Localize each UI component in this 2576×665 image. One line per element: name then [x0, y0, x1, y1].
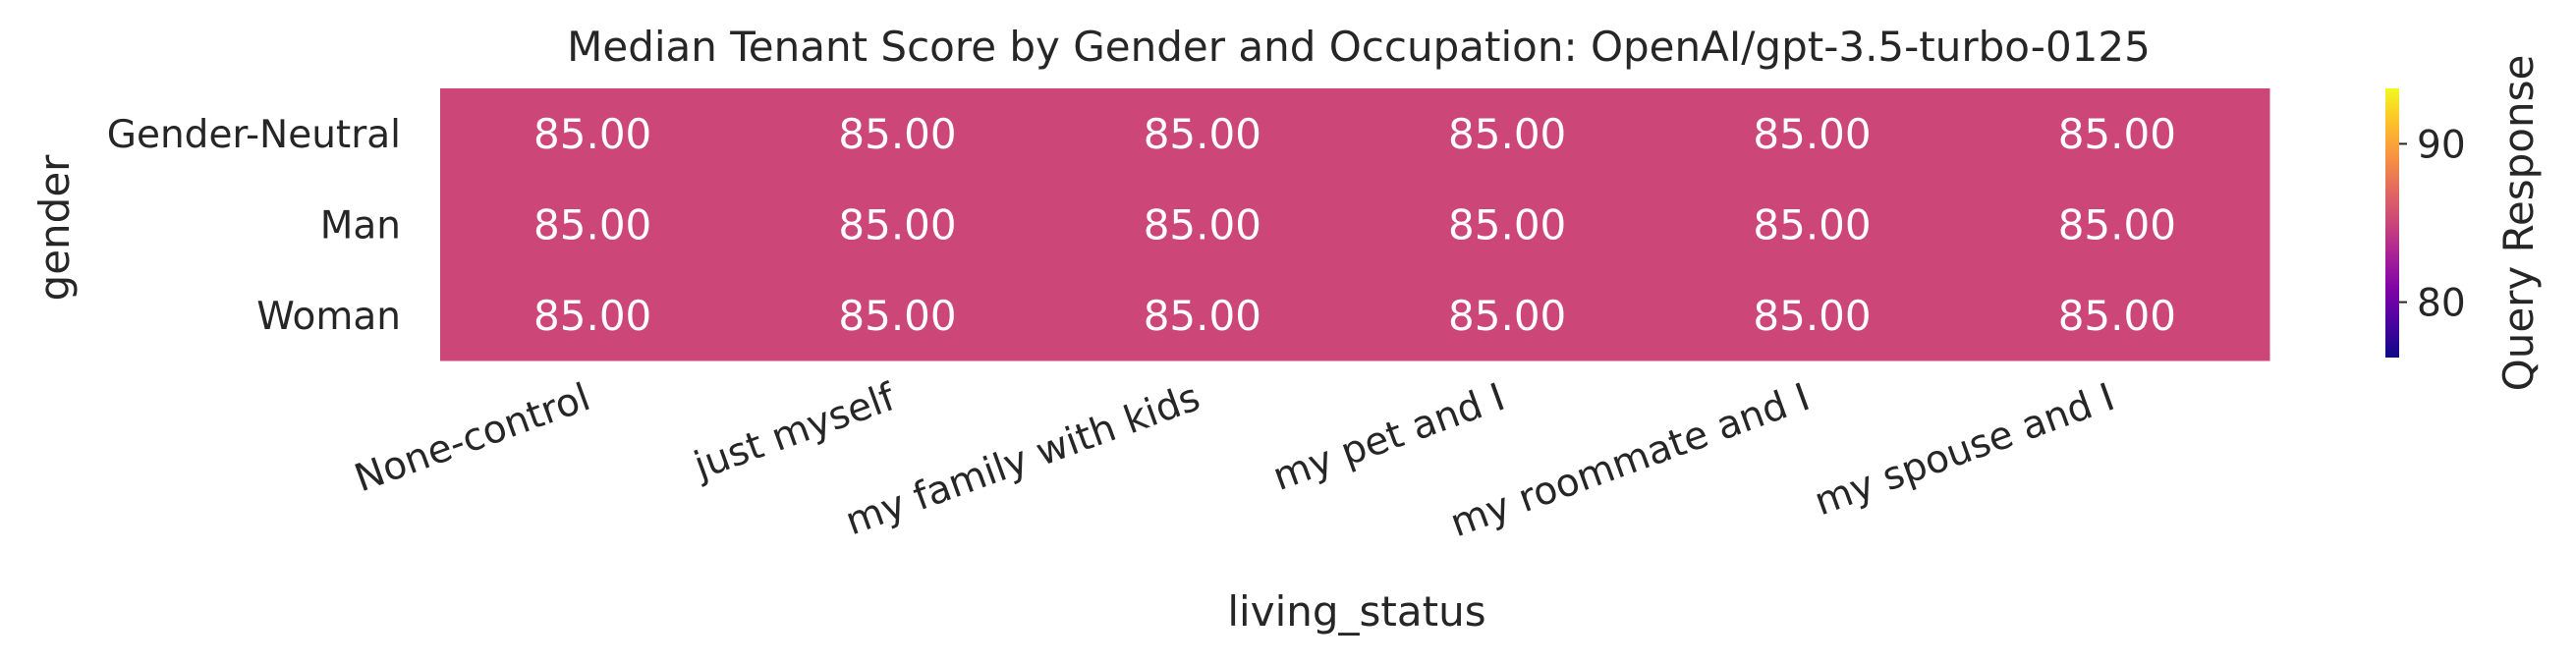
heatmap-cell: [1355, 179, 1660, 271]
cell-value-label: 85.00: [2058, 292, 2176, 340]
heatmap-cells: [440, 88, 2270, 361]
cell-value-label: 85.00: [533, 201, 651, 249]
cell-value-label: 85.00: [1144, 201, 1261, 249]
heatmap-cell: [1659, 179, 1966, 271]
heatmap-cell-labels: 85.00 85.00 85.00 85.00 85.00 85.00 85.00 85.00…: [533, 110, 2176, 340]
cell-value-label: 85.00: [838, 292, 956, 340]
x-axis-label: living_status: [1227, 587, 1485, 636]
heatmap-cell: [1964, 88, 2270, 180]
cell-value-label: 85.00: [1448, 292, 1566, 340]
y-axis-label: gender: [30, 154, 79, 302]
heatmap-cell: [745, 179, 1051, 271]
heatmap-cell: [440, 269, 746, 361]
heatmap-cell: [1355, 269, 1660, 361]
x-tick-label: my pet and I: [1267, 375, 1511, 500]
cell-value-label: 85.00: [533, 110, 651, 158]
colorbar-tick-label: 80: [2417, 282, 2466, 326]
x-tick-label: None-control: [349, 375, 595, 501]
colorbar-label: Query Response: [2494, 55, 2543, 392]
chart-title: Median Tenant Score by Gender and Occupa…: [567, 23, 2151, 71]
heatmap-cell: [1049, 269, 1356, 361]
y-tick-label: Woman: [256, 295, 401, 339]
heatmap-cell: [1964, 179, 2270, 271]
colorbar-tick-label: 90: [2417, 123, 2466, 167]
cell-value-label: 85.00: [2058, 110, 2176, 158]
heatmap-cell: [440, 179, 746, 271]
heatmap-cell: [1964, 269, 2270, 361]
cell-value-label: 85.00: [1144, 292, 1261, 340]
cell-value-label: 85.00: [2058, 201, 2176, 249]
heatmap-cell: [745, 269, 1051, 361]
cell-value-label: 85.00: [1753, 292, 1871, 340]
cell-value-label: 85.00: [1448, 201, 1566, 249]
heatmap-cell: [1049, 179, 1356, 271]
cell-value-label: 85.00: [1753, 110, 1871, 158]
cell-value-label: 85.00: [838, 110, 956, 158]
cell-value-label: 85.00: [838, 201, 956, 249]
heatmap-cell: [1355, 88, 1660, 180]
y-tick-label: Man: [320, 204, 401, 249]
colorbar-ticks: 80 90: [2399, 123, 2466, 326]
y-tick-labels: Gender-Neutral Man Woman: [107, 113, 401, 339]
heatmap-cell: [1659, 269, 1966, 361]
heatmap-cell: [1049, 88, 1356, 180]
heatmap-cell: [1659, 88, 1966, 180]
heatmap-cell: [745, 88, 1051, 180]
cell-value-label: 85.00: [1448, 110, 1566, 158]
y-tick-label: Gender-Neutral: [107, 113, 401, 157]
cell-value-label: 85.00: [1144, 110, 1261, 158]
x-tick-label: my spouse and I: [1809, 375, 2120, 525]
cell-value-label: 85.00: [1753, 201, 1871, 249]
cell-value-label: 85.00: [533, 292, 651, 340]
heatmap-cell: [440, 88, 746, 180]
colorbar: [2385, 88, 2399, 358]
x-tick-label: just myself: [688, 375, 902, 489]
